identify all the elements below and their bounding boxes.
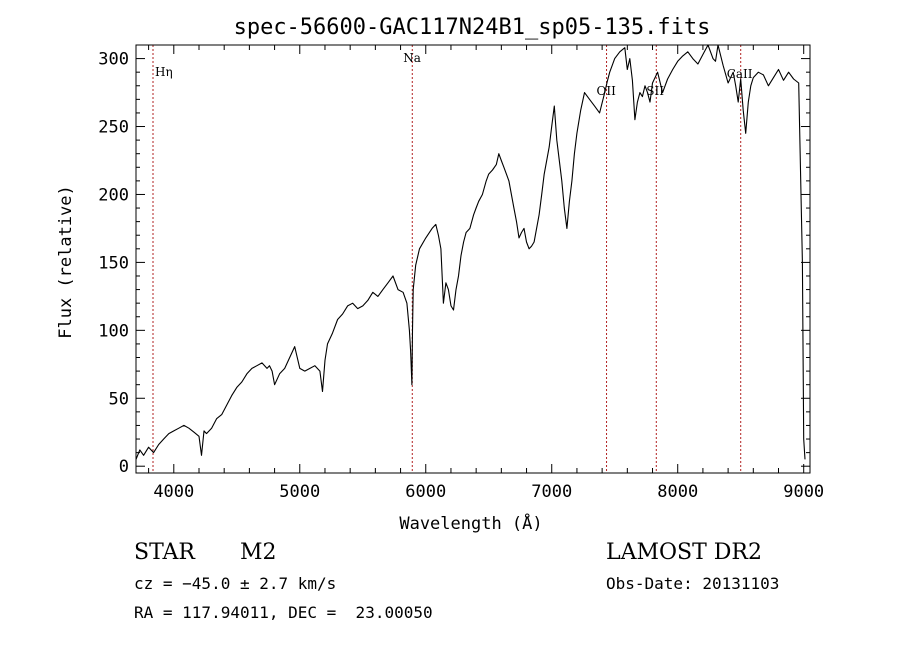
x-tick-label: 6000 <box>405 482 446 502</box>
y-tick-label: 0 <box>119 457 129 477</box>
chart-title: spec-56600-GAC117N24B1_sp05-135.fits <box>234 15 711 40</box>
observation-date: Obs-Date: 20131103 <box>606 574 780 593</box>
plot-area: 4000 5000 6000 7000 8000 9000 0 50 100 150 200 250 3… <box>98 44 824 502</box>
x-tick-label: 5000 <box>279 482 320 502</box>
plot-frame <box>135 44 811 474</box>
object-class: STAR <box>134 540 195 565</box>
y-tick-label: 150 <box>98 253 129 273</box>
x-tick-label: 7000 <box>531 482 572 502</box>
object-subclass: M2 <box>240 540 277 565</box>
spectral-line-label: Na <box>403 51 421 65</box>
x-axis-label: Wavelength (Å) <box>399 512 542 534</box>
y-tick-label: 50 <box>109 389 129 409</box>
sky-coordinates: RA = 117.94011, DEC = 23.00050 <box>134 603 433 622</box>
y-tick-label: 300 <box>98 50 129 70</box>
spectral-line-label: OII <box>597 84 617 98</box>
x-tick-label: 8000 <box>657 482 698 502</box>
spectrum-line <box>135 44 806 460</box>
x-tick-label: 4000 <box>153 482 194 502</box>
survey-name: LAMOST DR2 <box>606 540 762 565</box>
y-tick-label: 100 <box>98 321 129 341</box>
redshift-cz: cz = −45.0 ± 2.7 km/s <box>134 574 337 593</box>
y-tick-label: 250 <box>98 118 129 138</box>
y-tick-label: 200 <box>98 185 129 205</box>
spectral-line-label: Hη <box>155 65 173 79</box>
y-axis-label: Flux (relative) <box>56 185 76 339</box>
spectral-line-label: CaII <box>727 67 753 81</box>
x-tick-label: 9000 <box>783 482 824 502</box>
